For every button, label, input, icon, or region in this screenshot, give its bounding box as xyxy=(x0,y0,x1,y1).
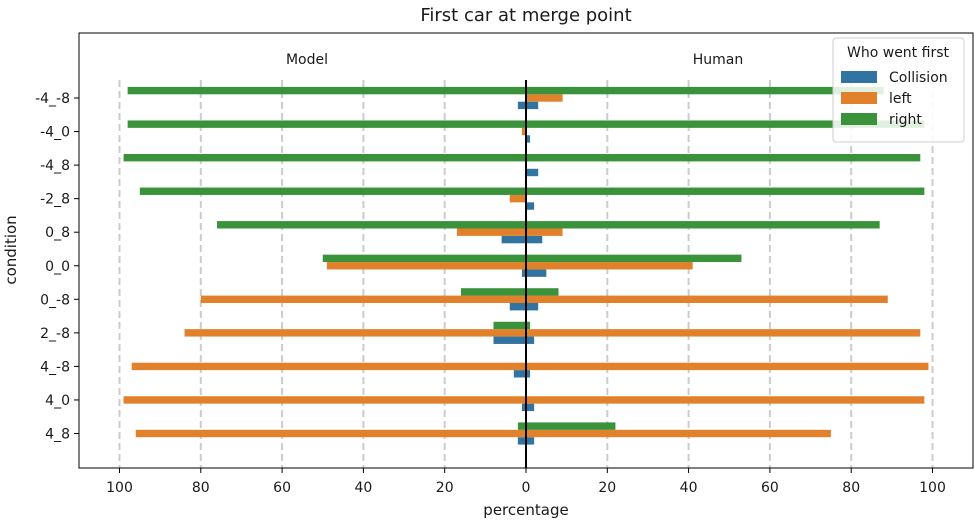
bar-collision-model xyxy=(521,403,526,412)
x-tick-label: 40 xyxy=(354,480,372,496)
bar-collision-human xyxy=(526,235,543,244)
y-tick-label: 4_0 xyxy=(45,393,70,409)
legend: Who went first Collision left right xyxy=(832,37,965,143)
y-tick-label: 0_8 xyxy=(45,225,70,241)
bar-collision-human xyxy=(526,168,539,177)
x-tick-label: 80 xyxy=(842,480,860,496)
bar-collision-model xyxy=(521,269,526,277)
legend-swatch-collision xyxy=(841,71,877,83)
bar-right-human xyxy=(526,120,925,128)
bar-collision-human xyxy=(526,269,547,277)
bar-collision-model xyxy=(501,235,526,244)
x-tick-label: 0 xyxy=(522,480,531,496)
bar-collision-human xyxy=(526,403,535,412)
bar-collision-human xyxy=(526,303,539,311)
bar-left-model xyxy=(123,396,526,404)
bars xyxy=(123,86,929,445)
y-tick-label: 2_-8 xyxy=(40,326,70,342)
x-tick-label: 100 xyxy=(106,480,133,496)
x-tick-label: 40 xyxy=(680,480,698,496)
x-tick-label: 80 xyxy=(192,480,210,496)
y-tick-label: 0_-8 xyxy=(40,292,70,308)
legend-label-left: left xyxy=(889,91,912,107)
y-tick-label: -4_-8 xyxy=(35,91,70,107)
bar-left-human xyxy=(526,429,831,438)
bar-left-human xyxy=(526,295,888,303)
bar-right-model xyxy=(322,254,526,263)
bar-right-human xyxy=(526,154,921,162)
bar-left-model xyxy=(326,262,526,270)
bar-right-human xyxy=(526,254,742,263)
bar-right-model xyxy=(493,321,526,330)
bar-collision-model xyxy=(509,303,526,311)
y-tick-label: -4_8 xyxy=(40,158,70,174)
bar-left-model xyxy=(135,429,526,438)
bar-collision-human xyxy=(526,437,535,445)
bar-left-model xyxy=(509,194,526,203)
bar-left-human xyxy=(526,396,925,404)
chart-title: First car at merge point xyxy=(420,5,631,26)
x-tick-label: 60 xyxy=(761,480,779,496)
legend-swatch-right xyxy=(841,113,877,125)
bar-right-model xyxy=(460,288,526,296)
bar-left-human xyxy=(526,228,563,236)
bar-right-model xyxy=(123,154,526,162)
bar-right-model xyxy=(127,120,526,128)
x-tick-label: 60 xyxy=(273,480,291,496)
bar-right-model xyxy=(217,221,526,229)
bar-right-model xyxy=(517,422,526,430)
x-tick-label: 20 xyxy=(436,480,454,496)
bar-collision-human xyxy=(526,336,535,344)
bar-right-human xyxy=(526,321,531,330)
y-tick-label: -2_8 xyxy=(40,192,70,208)
bar-right-model xyxy=(139,187,526,195)
bar-left-human xyxy=(526,262,693,270)
bar-collision-human xyxy=(526,202,535,210)
y-axis-title: condition xyxy=(2,215,20,284)
y-tick-label: 0_0 xyxy=(45,259,70,275)
bar-left-human xyxy=(526,362,929,371)
bar-collision-human xyxy=(526,135,531,143)
bar-collision-model xyxy=(513,370,526,378)
bar-left-human xyxy=(526,329,921,337)
bar-left-model xyxy=(456,228,526,236)
side-label-human: Human xyxy=(693,52,744,68)
bar-left-model xyxy=(184,329,527,337)
bar-collision-human xyxy=(526,101,539,110)
y-axis-ticks: -4_-8 -4_0 -4_8 -2_8 0_8 0_0 0_-8 2_-8 4_-8 4_0 4_… xyxy=(35,91,79,443)
x-tick-label: 100 xyxy=(919,480,946,496)
x-tick-label: 20 xyxy=(598,480,616,496)
legend-title: Who went first xyxy=(847,45,949,61)
bar-left-model xyxy=(131,362,526,371)
bar-collision-human xyxy=(526,370,531,378)
x-axis-title: percentage xyxy=(483,501,568,519)
bar-right-human xyxy=(526,86,884,95)
legend-label-right: right xyxy=(889,112,922,128)
bar-right-human xyxy=(526,221,880,229)
bar-left-human xyxy=(526,94,563,102)
legend-swatch-left xyxy=(841,92,877,104)
bar-right-model xyxy=(127,86,526,95)
legend-label-collision: Collision xyxy=(889,70,948,86)
side-label-model: Model xyxy=(286,52,328,68)
bar-right-human xyxy=(526,422,616,430)
bar-right-human xyxy=(526,187,925,195)
bar-left-model xyxy=(200,295,527,303)
bar-collision-model xyxy=(493,336,526,344)
bar-collision-model xyxy=(517,437,526,445)
bar-collision-model xyxy=(517,101,526,110)
y-tick-label: 4_-8 xyxy=(40,359,70,375)
y-tick-label: -4_0 xyxy=(40,125,70,141)
x-axis-ticks: 100 80 60 40 20 0 20 40 60 80 100 xyxy=(106,468,946,496)
bar-left-model xyxy=(521,127,526,136)
y-tick-label: 4_8 xyxy=(45,427,70,443)
bar-right-human xyxy=(526,288,559,296)
